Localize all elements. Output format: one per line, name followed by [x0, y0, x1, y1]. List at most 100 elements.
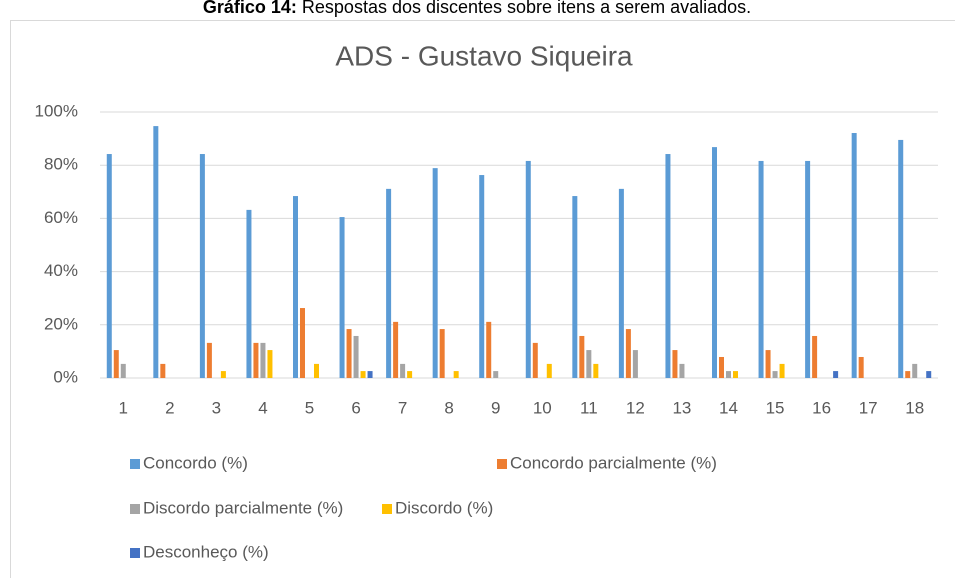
bar: [386, 188, 392, 378]
bar: [733, 371, 738, 378]
chart-title: ADS - Gustavo Siqueira: [335, 40, 633, 71]
bar: [153, 126, 159, 379]
bar: [346, 329, 352, 378]
bar: [400, 363, 406, 378]
y-tick-label: 20%: [44, 314, 78, 333]
x-tick-label: 8: [444, 398, 453, 417]
bar: [339, 217, 345, 378]
x-tick-label: 3: [212, 398, 221, 417]
bar: [432, 168, 438, 378]
x-tick-label: 12: [626, 398, 645, 417]
caption-label: Gráfico 14:: [203, 0, 297, 17]
bar: [220, 371, 226, 378]
bar: [367, 371, 373, 378]
legend-label: Discordo parcialmente (%): [143, 498, 343, 517]
x-tick-label: 7: [398, 398, 407, 417]
x-tick-label: 11: [580, 398, 598, 417]
bar: [113, 350, 119, 378]
x-tick-label: 5: [305, 398, 314, 417]
legend-swatch: [382, 504, 392, 514]
bar: [579, 335, 585, 378]
y-tick-label: 0%: [53, 367, 78, 386]
bar: [858, 356, 864, 378]
bar: [926, 371, 932, 378]
bar: [719, 356, 724, 378]
bar: [106, 154, 112, 378]
x-tick-label: 6: [351, 398, 360, 417]
bar: [805, 160, 811, 378]
bar: [199, 154, 205, 378]
bar: [546, 363, 552, 378]
legend-label: Desconheço (%): [143, 542, 269, 561]
bar: [632, 350, 638, 378]
caption: Gráfico 14: Respostas dos discentes sobr…: [203, 0, 751, 17]
x-tick-label: 13: [672, 398, 691, 417]
bar: [300, 308, 305, 378]
x-tick-label: 16: [812, 398, 831, 417]
y-tick-label: 40%: [44, 261, 78, 280]
bar: [625, 329, 631, 378]
bar: [618, 188, 624, 378]
x-tick-label: 9: [491, 398, 500, 417]
caption-text: Respostas dos discentes sobre itens a se…: [302, 0, 751, 17]
x-tick-label: 4: [258, 398, 267, 417]
legend-label: Concordo parcialmente (%): [510, 453, 717, 472]
bar: [758, 160, 764, 378]
bar: [453, 371, 459, 378]
bar: [532, 342, 538, 378]
bar: [486, 321, 492, 378]
bar: [765, 350, 771, 378]
bar: [665, 154, 671, 378]
y-tick-label: 60%: [44, 208, 78, 227]
bar: [586, 350, 592, 378]
bar: [679, 363, 685, 378]
x-tick-label: 18: [905, 398, 924, 417]
bar: [253, 342, 259, 378]
x-tick-label: 14: [719, 398, 738, 417]
bar: [314, 363, 319, 378]
x-tick-label: 2: [165, 398, 174, 417]
bar: [407, 371, 413, 378]
bar: [726, 371, 731, 378]
y-tick-label: 80%: [44, 155, 78, 174]
bar: [439, 329, 445, 378]
bar: [779, 363, 785, 378]
bar: [898, 139, 904, 378]
bar: [905, 371, 911, 378]
bar: [393, 321, 399, 378]
bar: [160, 363, 166, 378]
bar: [851, 133, 857, 378]
bar: [593, 363, 599, 378]
bar: [479, 175, 485, 378]
legend-swatch: [130, 504, 140, 514]
legend-label: Concordo (%): [143, 453, 248, 472]
x-tick-label: 15: [766, 398, 785, 417]
bar: [672, 350, 678, 378]
y-tick-label: 100%: [35, 101, 78, 120]
bar: [712, 147, 717, 378]
bar: [353, 335, 359, 378]
bar: [912, 363, 918, 378]
legend-swatch: [130, 459, 140, 469]
legend-label: Discordo (%): [395, 498, 493, 517]
bar: [260, 342, 266, 378]
bar: [206, 342, 212, 378]
bar: [833, 371, 839, 378]
bar: [772, 371, 778, 378]
bar: [267, 350, 273, 378]
x-tick-label: 1: [119, 398, 128, 417]
bar: [360, 371, 366, 378]
bar: [120, 363, 126, 378]
legend-swatch: [130, 548, 140, 558]
bar: [525, 160, 531, 378]
x-tick-label: 17: [859, 398, 878, 417]
bar: [572, 196, 578, 378]
bar: [493, 371, 499, 378]
bar: [246, 209, 252, 378]
x-tick-label: 10: [533, 398, 552, 417]
bar: [293, 196, 298, 378]
legend-swatch: [497, 459, 507, 469]
bar: [812, 335, 818, 378]
